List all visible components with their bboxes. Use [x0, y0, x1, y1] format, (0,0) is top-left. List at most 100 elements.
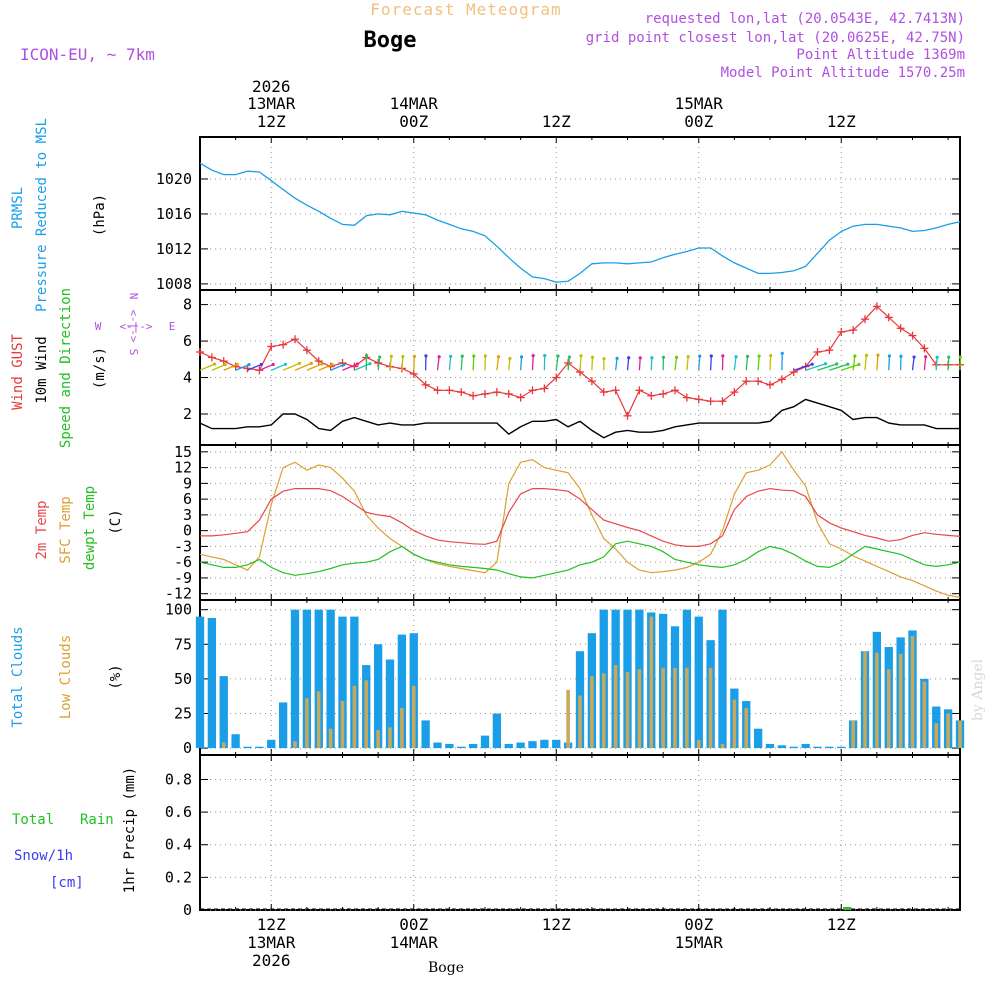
- y-tick-label: 0.6: [165, 803, 192, 821]
- pressure-line: [199, 162, 961, 283]
- low-cloud-bar: [316, 691, 321, 749]
- wind-arrow: [686, 356, 689, 371]
- y-tick-label: 8: [183, 296, 192, 314]
- total-cloud-bar: [457, 746, 466, 749]
- wind-arrow-head: [721, 354, 725, 358]
- total-cloud-bar: [278, 702, 288, 749]
- bottom-tick-hour: 00Z: [399, 915, 428, 934]
- panel-frame-temp: [199, 444, 961, 601]
- y-tick-label: 0.8: [165, 770, 192, 788]
- wind-arrow-head: [412, 354, 417, 358]
- wind-arrow: [614, 358, 618, 371]
- wind-arrow-head: [769, 354, 773, 358]
- wind-arrow-head: [235, 363, 239, 367]
- wind-arrow-head: [823, 362, 828, 366]
- model-altitude: Model Point Altitude 1570.25m: [721, 65, 965, 81]
- low-cloud-bar: [613, 665, 618, 749]
- top-tick-year: 2026: [252, 77, 291, 96]
- total-cloud-bar: [433, 742, 442, 749]
- y-tick-label: 3: [183, 506, 192, 524]
- total-cloud-bar: [765, 743, 775, 749]
- total-cloud-bar: [753, 728, 763, 749]
- wind-arrow-head: [401, 354, 405, 359]
- wind-arrow: [318, 364, 333, 371]
- wind-arrow: [864, 355, 868, 371]
- total-cloud-bar: [468, 743, 478, 749]
- wind-arrow-head: [745, 354, 750, 358]
- wind-arrow-head: [887, 354, 892, 358]
- wind-arrow: [674, 357, 678, 371]
- low-cloud-bar: [886, 669, 891, 749]
- top-tick-hour: 00Z: [684, 112, 713, 131]
- total-cloud-bar: [825, 746, 834, 749]
- bottom-tick-hour: 00Z: [684, 915, 713, 934]
- temp-2m-label: 2m Temp: [34, 500, 50, 559]
- wind-arrow-head: [508, 356, 512, 361]
- wind-arrow: [555, 355, 559, 371]
- total-cloud-bar: [480, 735, 490, 749]
- wind-arrow: [342, 363, 358, 371]
- low-cloud-bar: [946, 713, 950, 749]
- low-cloud-bar: [340, 701, 345, 749]
- low-cloud-bar: [328, 728, 333, 749]
- wind-arrow: [769, 355, 772, 371]
- wind-arrow: [579, 355, 582, 371]
- wind-arrow: [413, 356, 416, 371]
- y-tick-label: -6: [174, 553, 192, 571]
- wind-arrow-head: [496, 355, 501, 359]
- wind-arrow: [733, 356, 737, 371]
- total-cloud-bar: [195, 616, 205, 749]
- compass-w: W: [95, 320, 102, 333]
- wind-arrow-head: [424, 354, 428, 358]
- low-cloud-bar: [411, 685, 416, 749]
- wind-arrow-head: [674, 355, 679, 359]
- cloud-low-label: Low Clouds: [58, 635, 74, 719]
- credit-watermark: by Angel: [970, 658, 986, 721]
- wind-arrow-head: [698, 354, 702, 358]
- wind-arrow-head: [364, 353, 369, 358]
- wind-arrow: [947, 357, 950, 371]
- y-tick-label: 0: [183, 522, 192, 540]
- wind-arrow: [211, 364, 226, 371]
- low-cloud-bar: [922, 681, 927, 749]
- total-cloud-bar: [397, 634, 407, 749]
- wind-arrow-head: [368, 362, 372, 366]
- wind-arrow: [793, 363, 813, 371]
- precip-rain-mark: [843, 907, 852, 910]
- temp-dew-label: dewpt Temp: [82, 486, 98, 570]
- wind-arrow: [698, 356, 701, 371]
- wind-arrow: [282, 362, 300, 371]
- wind-arrow: [911, 356, 915, 371]
- wind-arrow-head: [857, 362, 861, 367]
- wind-arrow: [460, 356, 463, 371]
- y-tick-label: 9: [183, 474, 192, 492]
- low-cloud-bar: [305, 698, 309, 749]
- low-cloud-bar: [388, 727, 392, 749]
- y-tick-labels: 10081012101610202468-12-9-6-303691215025…: [156, 170, 192, 919]
- wind-compass: N <-|-> S W <-|-> E: [95, 293, 176, 356]
- low-cloud-bar: [221, 742, 226, 749]
- bottom-tick-hour: 12Z: [827, 915, 856, 934]
- wind-arrow: [448, 356, 452, 371]
- wind-arrow-head: [556, 354, 560, 358]
- y-tick-label: 12: [174, 459, 192, 477]
- bottom-tick-year: 2026: [252, 951, 291, 970]
- total-cloud-bar: [801, 743, 810, 749]
- total-cloud-bar: [385, 659, 395, 749]
- wind-arrow-head: [686, 355, 690, 359]
- wind-dir-label: Speed and Direction: [58, 288, 74, 448]
- compass-s: S: [127, 349, 140, 356]
- wind-arrow: [235, 364, 250, 371]
- bottom-tick-hour: 12Z: [542, 915, 571, 934]
- wind-arrow: [745, 356, 749, 371]
- low-cloud-bar: [910, 635, 915, 749]
- total-cloud-bar: [504, 743, 513, 749]
- wind-arrow: [519, 356, 523, 371]
- requested-coords: requested lon,lat (20.0543E, 42.7413N): [645, 11, 965, 27]
- wind-arrow-head: [355, 362, 359, 366]
- low-cloud-bar: [578, 695, 582, 749]
- wind-arrow: [223, 364, 238, 371]
- y-tick-label: -12: [165, 585, 192, 603]
- bottom-tick-hour: 12Z: [257, 915, 286, 934]
- wind-arrow-head: [958, 355, 962, 359]
